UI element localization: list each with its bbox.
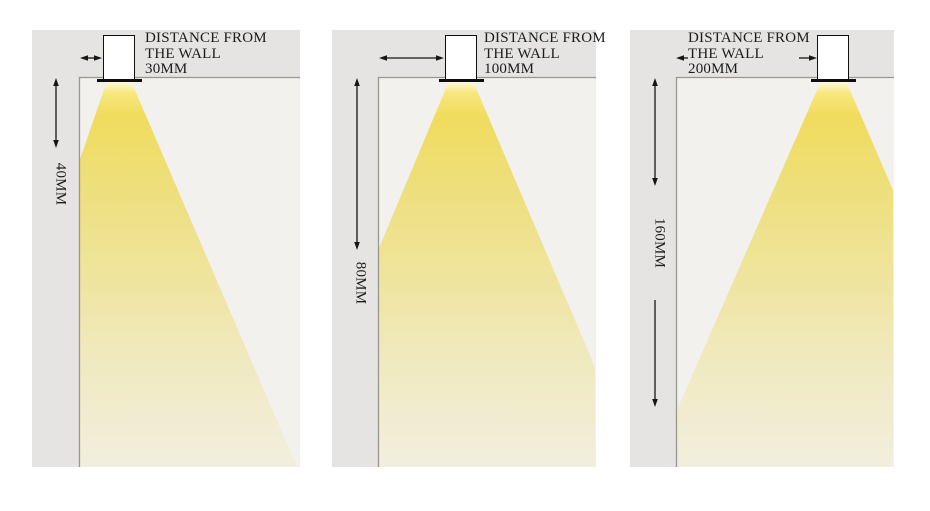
distance-label-line1: DISTANCE FROM bbox=[484, 30, 606, 46]
dimension-arrows bbox=[53, 55, 817, 407]
downlight-fixture bbox=[445, 35, 477, 80]
light-beam-30mm bbox=[79, 81, 297, 467]
distance-label-line1: DISTANCE FROM bbox=[688, 30, 810, 46]
downlight-fixture bbox=[103, 35, 135, 80]
structure-lines bbox=[78, 76, 894, 467]
horizontal-dimension-arrow-30mm bbox=[80, 55, 102, 61]
drop-label-40mm: 40MM bbox=[52, 162, 69, 206]
fixture-flange bbox=[438, 79, 484, 82]
fixture-flange bbox=[96, 79, 142, 82]
light-beam-200mm bbox=[677, 81, 893, 467]
distance-label-line2: THE WALL bbox=[688, 45, 764, 62]
horizontal-dimension-arrow-100mm bbox=[379, 55, 444, 61]
fixture-flange bbox=[810, 79, 856, 82]
vertical-dimension-arrow-160mm bbox=[652, 78, 658, 407]
distance-value: 30MM bbox=[145, 61, 188, 78]
distance-label-200mm: DISTANCE FROM THE WALL 200MM bbox=[688, 30, 810, 78]
distance-label-line2: THE WALL bbox=[484, 45, 560, 62]
downlight-fixture bbox=[817, 35, 849, 80]
drop-label-160mm: 160MM bbox=[651, 217, 668, 269]
distance-value: 100MM bbox=[484, 61, 535, 78]
distance-label-30mm: DISTANCE FROM THE WALL 30MM bbox=[145, 30, 267, 78]
light-beam-100mm bbox=[379, 81, 595, 467]
horizontal-dimension-arrow-200mm bbox=[676, 55, 817, 61]
drop-label-80mm: 80MM bbox=[352, 261, 369, 305]
distance-label-line2: THE WALL bbox=[145, 45, 221, 62]
distance-label-line1: DISTANCE FROM bbox=[145, 30, 267, 46]
distance-label-100mm: DISTANCE FROM THE WALL 100MM bbox=[484, 30, 606, 78]
vertical-dimension-arrow-40mm bbox=[53, 78, 59, 148]
vertical-dimension-arrow-80mm bbox=[354, 78, 360, 250]
distance-value: 200MM bbox=[688, 61, 739, 78]
